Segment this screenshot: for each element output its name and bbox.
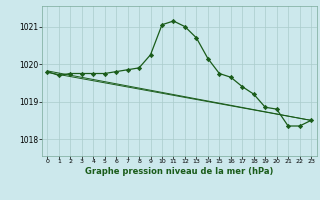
X-axis label: Graphe pression niveau de la mer (hPa): Graphe pression niveau de la mer (hPa) — [85, 167, 273, 176]
